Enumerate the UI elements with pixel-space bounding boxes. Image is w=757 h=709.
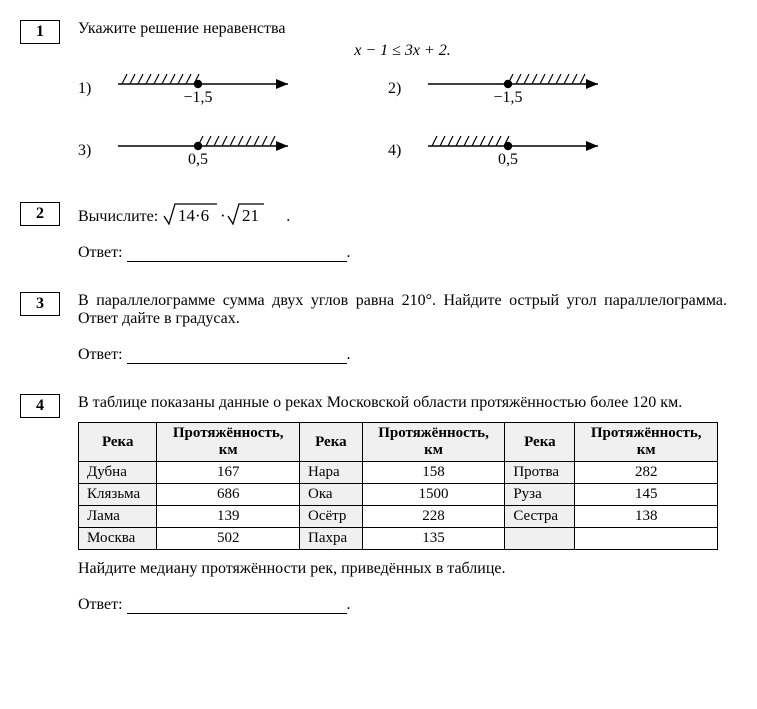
- answer-line: Ответ: .: [78, 596, 727, 614]
- problem-number-box: 3: [20, 292, 60, 316]
- river-length-cell: 138: [575, 506, 718, 528]
- prompt-text: В параллелограмме сумма двух углов равна…: [78, 292, 727, 328]
- river-name-cell: Протва: [505, 462, 575, 484]
- river-length-cell: 686: [157, 484, 300, 506]
- problem-2: 2 Вычислите: 14·6 · 21 . Ответ: .: [20, 202, 727, 262]
- answer-option: 1) −1,5: [78, 68, 328, 110]
- svg-text:0,5: 0,5: [188, 151, 208, 168]
- number-line-icon: −1,5: [420, 68, 610, 110]
- river-name-cell: Сестра: [505, 506, 575, 528]
- problem-number-box: 4: [20, 394, 60, 418]
- problem-content: Вычислите: 14·6 · 21 . Ответ: .: [78, 202, 727, 262]
- svg-text:0,5: 0,5: [498, 151, 518, 168]
- river-name-cell: Пахра: [300, 528, 363, 550]
- intro-text: В таблице показаны данные о реках Москов…: [78, 394, 727, 412]
- table-header: Река: [79, 423, 157, 462]
- river-length-cell: 158: [362, 462, 505, 484]
- table-header: Протяжённость,км: [157, 423, 300, 462]
- after-table-text: Найдите медиану протяжённости рек, приве…: [78, 560, 727, 578]
- options-grid: 1) −1,5 2) −1,5 3) 0,5 4) 0,5: [78, 68, 638, 172]
- table-row: Дубна167Нара158Протва282: [79, 462, 718, 484]
- svg-text:14·6: 14·6: [178, 206, 209, 225]
- problem-content: В параллелограмме сумма двух углов равна…: [78, 292, 727, 364]
- river-name-cell: Руза: [505, 484, 575, 506]
- problem-content: В таблице показаны данные о реках Москов…: [78, 394, 727, 614]
- table-row: Клязьма686Ока1500Руза145: [79, 484, 718, 506]
- prompt-text: Укажите решение неравенства: [78, 20, 727, 38]
- answer-blank: [127, 349, 347, 364]
- answer-line: Ответ: .: [78, 346, 727, 364]
- river-name-cell: Дубна: [79, 462, 157, 484]
- river-length-cell: 145: [575, 484, 718, 506]
- table-header: Протяжённость,км: [362, 423, 505, 462]
- table-header: Протяжённость,км: [575, 423, 718, 462]
- answer-blank: [127, 247, 347, 262]
- river-length-cell: 502: [157, 528, 300, 550]
- river-length-cell: 282: [575, 462, 718, 484]
- problem-1: 1 Укажите решение неравенства x − 1 ≤ 3x…: [20, 20, 727, 172]
- river-length-cell: 135: [362, 528, 505, 550]
- river-name-cell: [505, 528, 575, 550]
- river-name-cell: Ока: [300, 484, 363, 506]
- table-header: Река: [300, 423, 363, 462]
- river-name-cell: Лама: [79, 506, 157, 528]
- river-length-cell: 1500: [362, 484, 505, 506]
- river-name-cell: Клязьма: [79, 484, 157, 506]
- option-number: 2): [388, 80, 408, 98]
- rivers-table: РекаПротяжённость,кмРекаПротяжённость,км…: [78, 422, 718, 550]
- number-line-icon: 0,5: [110, 130, 300, 172]
- problem-number-box: 2: [20, 202, 60, 226]
- table-row: Лама139Осётр228Сестра138: [79, 506, 718, 528]
- option-number: 4): [388, 142, 408, 160]
- river-length-cell: [575, 528, 718, 550]
- table-header: Река: [505, 423, 575, 462]
- prompt-text: Вычислите: 14·6 · 21 .: [78, 202, 727, 226]
- river-name-cell: Осётр: [300, 506, 363, 528]
- option-number: 3): [78, 142, 98, 160]
- problem-number-box: 1: [20, 20, 60, 44]
- table-row: Москва502Пахра135: [79, 528, 718, 550]
- svg-text:−1,5: −1,5: [183, 89, 212, 106]
- answer-option: 4) 0,5: [388, 130, 638, 172]
- problem-content: Укажите решение неравенства x − 1 ≤ 3x +…: [78, 20, 727, 172]
- inequality-formula: x − 1 ≤ 3x + 2.: [78, 42, 727, 60]
- answer-blank: [127, 599, 347, 614]
- river-length-cell: 139: [157, 506, 300, 528]
- answer-line: Ответ: .: [78, 244, 727, 262]
- sqrt-expression: 14·6 · 21: [162, 202, 282, 226]
- svg-text:21: 21: [242, 206, 259, 225]
- river-name-cell: Москва: [79, 528, 157, 550]
- number-line-icon: −1,5: [110, 68, 300, 110]
- option-number: 1): [78, 80, 98, 98]
- answer-option: 2) −1,5: [388, 68, 638, 110]
- problem-4: 4 В таблице показаны данные о реках Моск…: [20, 394, 727, 614]
- problem-3: 3 В параллелограмме сумма двух углов рав…: [20, 292, 727, 364]
- svg-text:·: ·: [220, 206, 226, 225]
- number-line-icon: 0,5: [420, 130, 610, 172]
- river-length-cell: 228: [362, 506, 505, 528]
- svg-text:−1,5: −1,5: [493, 89, 522, 106]
- river-length-cell: 167: [157, 462, 300, 484]
- answer-option: 3) 0,5: [78, 130, 328, 172]
- river-name-cell: Нара: [300, 462, 363, 484]
